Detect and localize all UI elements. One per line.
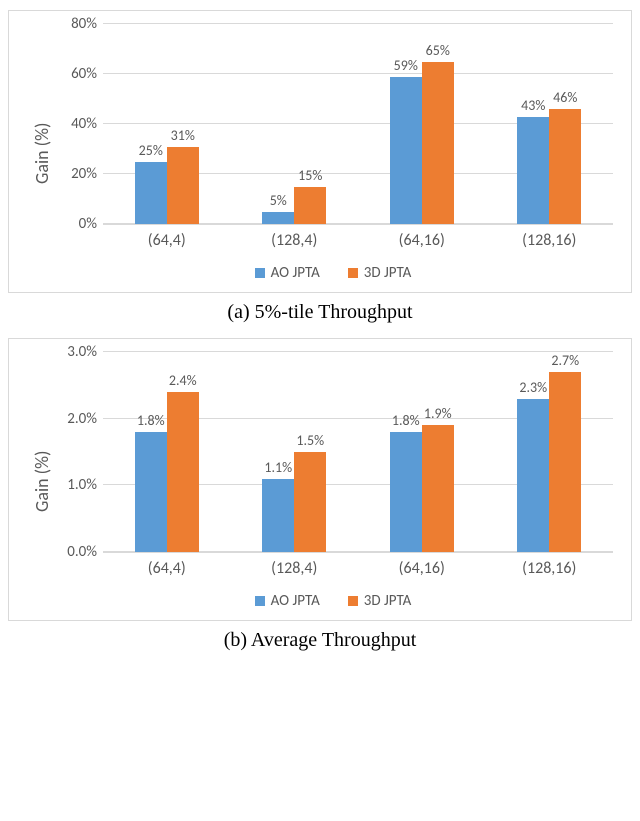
bar-value-label: 65%	[426, 42, 450, 59]
chart-b-plotwrap: 1.8%2.4%1.1%1.5%1.8%1.9%2.3%2.7% 0.0%1.0…	[53, 353, 613, 610]
chart-a-caption: (a) 5%-tile Throughput	[8, 301, 632, 324]
legend-item: AO JPTA	[255, 264, 320, 282]
bar-value-label: 2.4%	[169, 372, 197, 389]
grid-line	[103, 23, 613, 24]
legend-swatch	[348, 596, 358, 606]
bar-value-label: 2.3%	[519, 379, 547, 396]
legend-label: AO JPTA	[271, 592, 320, 610]
bar-value-label: 1.8%	[137, 412, 165, 429]
legend-label: 3D JPTA	[364, 264, 412, 282]
legend-item: 3D JPTA	[348, 264, 412, 282]
bar-value-label: 15%	[298, 167, 322, 184]
legend-swatch	[255, 268, 265, 278]
chart-a-ylabel: Gain (%)	[27, 25, 53, 282]
legend-swatch	[348, 268, 358, 278]
chart-b-xcats: (64,4)(128,4)(64,16)(128,16)	[103, 559, 613, 578]
bar-value-label: 46%	[553, 89, 577, 106]
bar-group: 1.8%1.9%	[390, 425, 454, 552]
bar-value-label: 43%	[521, 97, 545, 114]
legend-label: 3D JPTA	[364, 592, 412, 610]
ytick-label: 60%	[53, 65, 97, 83]
bar-group: 1.8%2.4%	[135, 392, 199, 552]
chart-b-plot: 1.8%2.4%1.1%1.5%1.8%1.9%2.3%2.7% 0.0%1.0…	[103, 353, 613, 553]
bar: 65%	[422, 62, 454, 225]
ytick-label: 3.0%	[53, 343, 97, 361]
bar: 25%	[135, 162, 167, 225]
bar-value-label: 31%	[171, 127, 195, 144]
bar-value-label: 25%	[139, 142, 163, 159]
bar: 31%	[167, 147, 199, 225]
chart-b-caption: (b) Average Throughput	[8, 629, 632, 652]
bar: 2.3%	[517, 399, 549, 552]
legend-label: AO JPTA	[271, 264, 320, 282]
chart-b-legend: AO JPTA 3D JPTA	[53, 592, 613, 610]
bar-value-label: 2.7%	[551, 352, 579, 369]
bar: 15%	[294, 187, 326, 225]
bar-value-label: 1.8%	[392, 412, 420, 429]
bar-group: 1.1%1.5%	[262, 452, 326, 552]
bar: 46%	[549, 109, 581, 224]
chart-a-area: Gain (%) 25%31%5%15%59%65%43%46% 0%20%40…	[27, 25, 613, 282]
bar: 43%	[517, 117, 549, 225]
bar-value-label: 59%	[394, 57, 418, 74]
chart-a-xcats: (64,4)(128,4)(64,16)(128,16)	[103, 231, 613, 250]
bar-group: 25%31%	[135, 147, 199, 225]
ytick-label: 80%	[53, 15, 97, 33]
xtick-label: (64,16)	[358, 559, 486, 578]
bar: 1.8%	[135, 432, 167, 552]
xtick-label: (128,4)	[231, 231, 359, 250]
xtick-label: (128,4)	[231, 559, 359, 578]
chart-a-plot: 25%31%5%15%59%65%43%46% 0%20%40%60%80%	[103, 25, 613, 225]
bar: 1.1%	[262, 479, 294, 552]
xtick-label: (64,4)	[103, 559, 231, 578]
bar: 2.7%	[549, 372, 581, 552]
bar-group: 59%65%	[390, 62, 454, 225]
chart-a-box: Gain (%) 25%31%5%15%59%65%43%46% 0%20%40…	[8, 10, 632, 293]
chart-a-groups: 25%31%5%15%59%65%43%46%	[103, 25, 613, 224]
bar-group: 5%15%	[262, 187, 326, 225]
bar-value-label: 1.5%	[296, 432, 324, 449]
bar: 1.5%	[294, 452, 326, 552]
legend-swatch	[255, 596, 265, 606]
bar-group: 43%46%	[517, 109, 581, 224]
chart-b-area: Gain (%) 1.8%2.4%1.1%1.5%1.8%1.9%2.3%2.7…	[27, 353, 613, 610]
xtick-label: (64,16)	[358, 231, 486, 250]
bar: 1.8%	[390, 432, 422, 552]
grid-line	[103, 351, 613, 352]
bar: 2.4%	[167, 392, 199, 552]
bar-group: 2.3%2.7%	[517, 372, 581, 552]
bar-value-label: 1.1%	[264, 459, 292, 476]
ytick-label: 40%	[53, 115, 97, 133]
xtick-label: (128,16)	[486, 559, 614, 578]
ytick-label: 1.0%	[53, 476, 97, 494]
bar: 5%	[262, 212, 294, 225]
chart-b-groups: 1.8%2.4%1.1%1.5%1.8%1.9%2.3%2.7%	[103, 353, 613, 552]
chart-a-legend: AO JPTA 3D JPTA	[53, 264, 613, 282]
bar-value-label: 5%	[270, 192, 287, 209]
ytick-label: 2.0%	[53, 410, 97, 428]
xtick-label: (64,4)	[103, 231, 231, 250]
ytick-label: 20%	[53, 165, 97, 183]
chart-b-box: Gain (%) 1.8%2.4%1.1%1.5%1.8%1.9%2.3%2.7…	[8, 338, 632, 621]
ytick-label: 0%	[53, 215, 97, 233]
ytick-label: 0.0%	[53, 543, 97, 561]
bar-value-label: 1.9%	[424, 405, 452, 422]
chart-a-plotwrap: 25%31%5%15%59%65%43%46% 0%20%40%60%80% (…	[53, 25, 613, 282]
legend-item: AO JPTA	[255, 592, 320, 610]
xtick-label: (128,16)	[486, 231, 614, 250]
chart-b-ylabel: Gain (%)	[27, 353, 53, 610]
bar: 1.9%	[422, 425, 454, 552]
legend-item: 3D JPTA	[348, 592, 412, 610]
bar: 59%	[390, 77, 422, 225]
